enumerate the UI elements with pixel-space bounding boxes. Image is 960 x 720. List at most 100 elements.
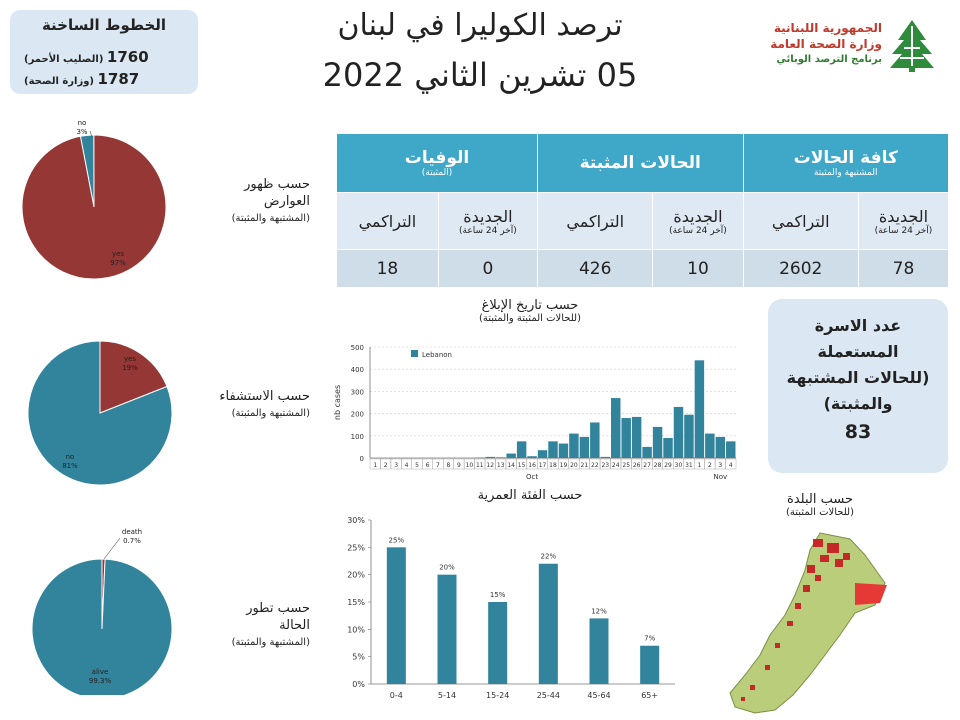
- y-tick-label: 100: [351, 433, 364, 441]
- bar: [538, 563, 558, 684]
- group-title: كافة الحالات: [793, 148, 898, 168]
- x-tick-label: 16: [528, 462, 536, 469]
- group-subtitle: المشتبهة والمثبتة: [813, 168, 878, 178]
- sub-note: (آخر 24 ساعة): [459, 225, 517, 236]
- pie-label-value: 99.3%: [89, 677, 112, 685]
- bar: [579, 436, 590, 458]
- bar: [640, 645, 660, 684]
- sub-note: (آخر 24 ساعة): [669, 225, 727, 236]
- x-tick-label: 15-24: [486, 691, 509, 700]
- chart-title-note: (للحالات المثبتة): [786, 507, 854, 518]
- chart-title-text: حسب الفئة العمرية: [477, 488, 583, 503]
- pie-slice-yes: [99, 340, 168, 414]
- x-tick-label: 4: [405, 462, 409, 469]
- pie-label-value: 0.7%: [123, 537, 141, 545]
- bar: [485, 456, 495, 458]
- group-subtitle: (المثبتة): [421, 168, 453, 178]
- x-tick-label: 7: [436, 462, 440, 469]
- beds-value: 83: [844, 421, 872, 443]
- sub-label: التراكمي: [771, 211, 830, 231]
- x-tick-label: 3: [718, 462, 722, 469]
- legend-swatch: [411, 350, 418, 357]
- age-title: حسب الفئة العمرية: [440, 488, 620, 503]
- outcome-label: حسب تطور الحالة (المشتبهة والمثبتة): [200, 600, 310, 651]
- pie-label-name: yes: [112, 250, 124, 258]
- table-subheader: التراكمي: [742, 192, 859, 250]
- x-tick-label: 3: [394, 462, 398, 469]
- x-tick-label: 25: [622, 462, 630, 469]
- y-tick-label: 20%: [347, 571, 365, 580]
- pie-label-name: death: [122, 528, 142, 536]
- bar: [621, 418, 631, 458]
- data-label: 15%: [490, 591, 506, 599]
- hotline-label: (الصليب الأحمر): [24, 54, 104, 65]
- logo-line: برنامج الترصد الوبائي: [776, 54, 882, 65]
- legend-label: Lebanon: [422, 351, 452, 359]
- data-label: 20%: [439, 564, 455, 572]
- x-tick-label: 22: [591, 462, 599, 469]
- beds-label-line: عدد الاسرة: [814, 316, 902, 335]
- y-tick-label: 0%: [352, 680, 365, 689]
- sub-note: (آخر 24 ساعة): [874, 225, 933, 236]
- hotline-row: 1760 (الصليب الأحمر): [24, 48, 190, 66]
- page-title: ترصد الكوليرا في لبنان: [337, 8, 623, 43]
- y-tick-label: 400: [351, 366, 364, 374]
- x-tick-label: 1: [373, 462, 377, 469]
- x-tick-label: 26: [633, 462, 641, 469]
- y-tick-label: 300: [351, 388, 364, 396]
- x-tick-label: 30: [675, 462, 683, 469]
- x-tick-label: 25-44: [537, 691, 560, 700]
- bar: [506, 453, 516, 458]
- used-beds-box: عدد الاسرة المستعملة (للحالات المشتبهة و…: [768, 299, 948, 473]
- lebanon-map: [729, 532, 887, 714]
- table-group-header: الحالات المثبتة: [537, 133, 744, 193]
- table-subheader: الجديدة (آخر 24 ساعة): [652, 192, 744, 250]
- bar: [673, 406, 684, 458]
- x-tick-label: 0-4: [390, 691, 403, 700]
- x-tick-label: 23: [601, 462, 609, 469]
- x-tick-label: 5-14: [438, 691, 456, 700]
- label-line: الحالة: [279, 618, 310, 633]
- bar: [495, 457, 506, 458]
- x-tick-label: 29: [664, 462, 672, 469]
- chart-title-text: حسب تاريخ الإبلاغ: [481, 298, 579, 313]
- x-tick-label: 20: [570, 462, 578, 469]
- page-date: 05 تشرين الثاني 2022: [322, 56, 638, 94]
- hotline-number: 1760: [106, 48, 149, 66]
- stats-table: كافة الحالات المشتبهة والمثبتة الحالات ا…: [336, 133, 950, 288]
- month-label: Oct: [526, 473, 538, 481]
- bar: [537, 450, 548, 458]
- bar: [590, 422, 600, 458]
- beds-label-line: (للحالات المشتبهة: [786, 368, 930, 387]
- table-subheader: التراكمي: [336, 192, 439, 250]
- bar: [642, 446, 652, 458]
- pie-leader-line: [103, 537, 121, 560]
- hotline-title: الخطوط الساخنة: [41, 16, 167, 34]
- pie-label-name: yes: [124, 355, 136, 363]
- x-tick-label: 24: [612, 462, 620, 469]
- table-value: 18: [336, 249, 439, 288]
- report-date-title: حسب تاريخ الإبلاغ (للحالات المثبتة والمث…: [440, 298, 620, 324]
- table-value: 10: [652, 249, 744, 288]
- bar: [527, 456, 537, 458]
- sub-label: التراكمي: [358, 211, 417, 231]
- x-tick-label: 4: [729, 462, 733, 469]
- bar: [386, 547, 406, 684]
- group-title: الحالات المثبتة: [579, 153, 701, 173]
- bar: [684, 414, 694, 458]
- map-case-markers: [741, 539, 850, 701]
- table-value: 2602: [742, 249, 859, 288]
- label-line: حسب ظهور: [244, 177, 310, 192]
- data-label: 25%: [389, 536, 405, 544]
- table-subheader: التراكمي: [536, 192, 654, 250]
- pie-slice-yes: [21, 134, 167, 280]
- x-tick-label: 1: [697, 462, 701, 469]
- table-group-header: كافة الحالات المشتبهة والمثبتة: [742, 133, 949, 193]
- x-tick-box: [725, 458, 737, 470]
- sub-label: الجديدة: [878, 206, 929, 226]
- hotline-row: 1787 (وزارة الصحة): [24, 70, 190, 88]
- town-title: حسب البلدة (للحالات المثبتة): [760, 492, 880, 518]
- bar: [694, 360, 705, 458]
- group-title: الوفيات: [404, 148, 470, 168]
